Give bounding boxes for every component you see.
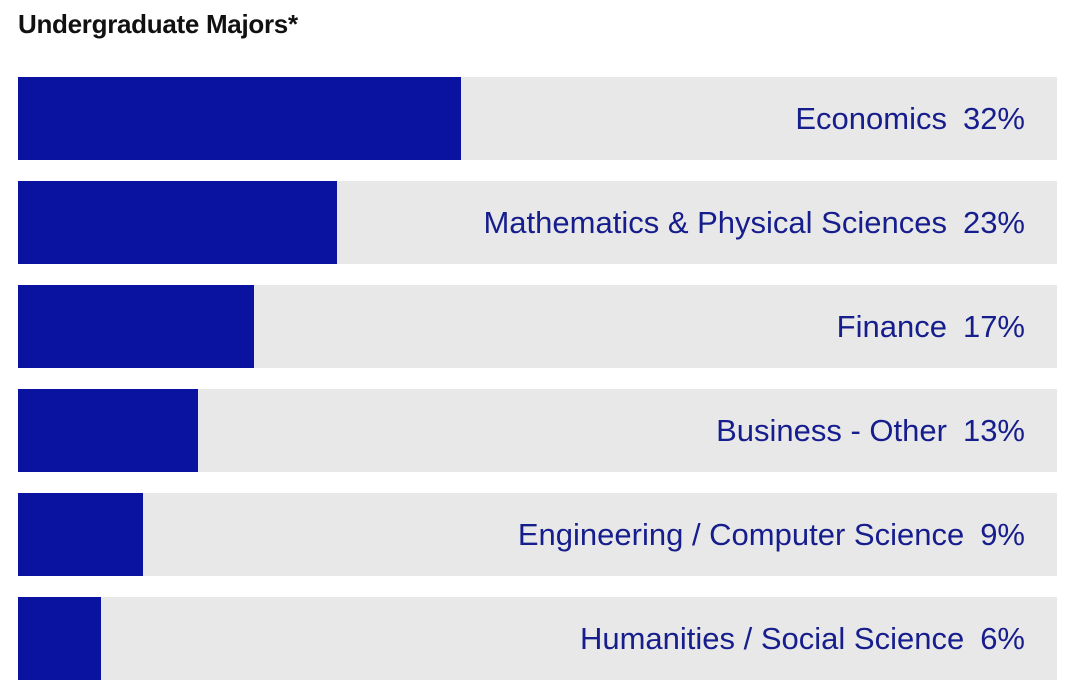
category-label-economics: Economics <box>795 100 947 136</box>
bar-row-humanities-social-science: Humanities / Social Science 6% <box>18 597 1057 680</box>
value-label-finance: 17% <box>962 308 1025 344</box>
category-label-business-other: Business - Other <box>716 412 947 448</box>
bar-engineering-computer-science <box>18 493 143 576</box>
bar-label-engineering-computer-science: Engineering / Computer Science 9% <box>518 493 1025 576</box>
category-label-engineering-computer-science: Engineering / Computer Science <box>517 516 965 552</box>
bar-row-economics: Economics 32% <box>18 77 1057 160</box>
bar-label-finance: Finance 17% <box>837 285 1025 368</box>
bar-row-engineering-computer-science: Engineering / Computer Science 9% <box>18 493 1057 576</box>
bar-label-business-other: Business - Other 13% <box>716 389 1025 472</box>
bar-finance <box>18 285 254 368</box>
category-label-finance: Finance <box>836 308 947 344</box>
value-label-mathematics-physical-sciences: 23% <box>962 204 1025 240</box>
bar-row-finance: Finance 17% <box>18 285 1057 368</box>
value-label-business-other: 13% <box>962 412 1025 448</box>
bar-mathematics-physical-sciences <box>18 181 337 264</box>
bar-economics <box>18 77 461 160</box>
bar-humanities-social-science <box>18 597 101 680</box>
chart-title: Undergraduate Majors* <box>18 9 298 39</box>
bar-business-other <box>18 389 198 472</box>
value-label-humanities-social-science: 6% <box>980 620 1025 656</box>
bar-row-mathematics-physical-sciences: Mathematics & Physical Sciences 23% <box>18 181 1057 264</box>
value-label-engineering-computer-science: 9% <box>980 516 1025 552</box>
category-label-mathematics-physical-sciences: Mathematics & Physical Sciences <box>483 204 947 240</box>
bar-label-mathematics-physical-sciences: Mathematics & Physical Sciences 23% <box>483 181 1025 264</box>
bar-label-economics: Economics 32% <box>795 77 1025 160</box>
value-label-economics: 32% <box>962 100 1025 136</box>
bar-row-business-other: Business - Other 13% <box>18 389 1057 472</box>
bar-label-humanities-social-science: Humanities / Social Science 6% <box>580 597 1025 680</box>
bar-chart: Economics 32% Mathematics & Physical Sci… <box>18 77 1057 680</box>
category-label-humanities-social-science: Humanities / Social Science <box>579 620 965 656</box>
